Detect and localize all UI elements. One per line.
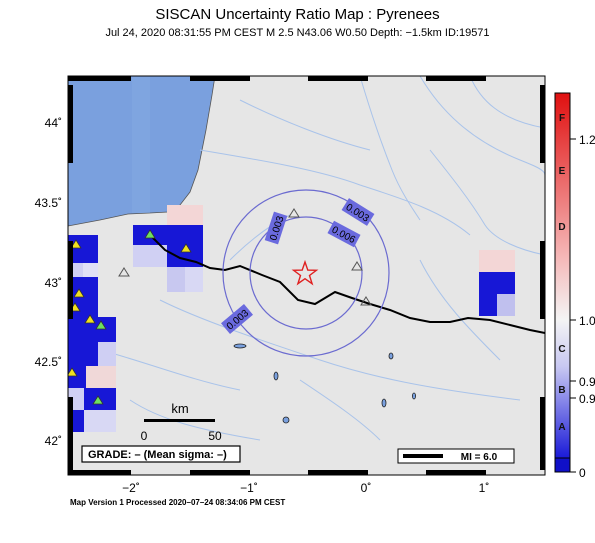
colorbar-value: 0.9 [579,392,595,406]
grade-box: GRADE: – (Mean sigma: –) [81,445,241,463]
country-border [149,234,545,334]
grade-letter: C [558,344,565,355]
scale-tick-0: 0 [141,429,148,443]
grade-letter: F [559,113,565,124]
lat-tick-label: 42˚ [45,434,62,448]
processing-footer: Map Version 1 Processed 2020–07–24 08:34… [70,498,286,507]
grade-text: GRADE: – (Mean sigma: –) [88,449,227,461]
lat-tick-label: 43.5˚ [35,196,62,210]
lat-tick-label: 43˚ [45,276,62,290]
lat-tick-label: 44˚ [45,116,62,130]
epicenter-star [291,259,319,286]
grade-letter: D [558,222,565,233]
scale-unit: km [171,401,188,416]
lon-tick-label: 1˚ [479,481,490,495]
colorbar-value: 1.2 [579,133,595,147]
grade-letter: B [558,385,565,396]
lon-tick-label: 0˚ [361,481,372,495]
lon-tick-label: −2˚ [122,481,140,495]
map-title: SISCAN Uncertainty Ratio Map : Pyrenees [155,6,440,23]
rivers [99,76,545,441]
colorbar-value: 0 [579,466,586,480]
lat-axis: 44˚ 43.5˚ 43˚ 42.5˚ 42˚ [35,116,62,448]
scale-tick-50: 50 [208,429,222,443]
grade-letter: A [558,422,565,433]
event-info: Jul 24, 2020 08:31:55 PM CEST M 2.5 N43.… [105,27,490,39]
map-frame [67,75,546,476]
scale-bar: km 0 50 [141,401,222,443]
stations-green [92,229,156,405]
lakes [233,343,416,424]
colorbar: F E D C B A 1.2 1.0 0.9 0.9 0 [554,92,595,480]
lon-axis: −2˚ −1˚ 0˚ 1˚ [122,481,489,495]
mi-text: MI = 6.0 [461,452,498,463]
grade-letter: E [559,166,566,177]
colorbar-value: 0.9 [579,375,595,389]
lon-tick-label: −1˚ [240,481,258,495]
uncertainty-contours [222,189,390,357]
stations-unused [118,208,372,306]
colorbar-value: 1.0 [579,314,595,328]
lat-tick-label: 42.5˚ [35,355,62,369]
ratio-cells [68,205,515,432]
mi-box: MI = 6.0 [397,448,515,464]
